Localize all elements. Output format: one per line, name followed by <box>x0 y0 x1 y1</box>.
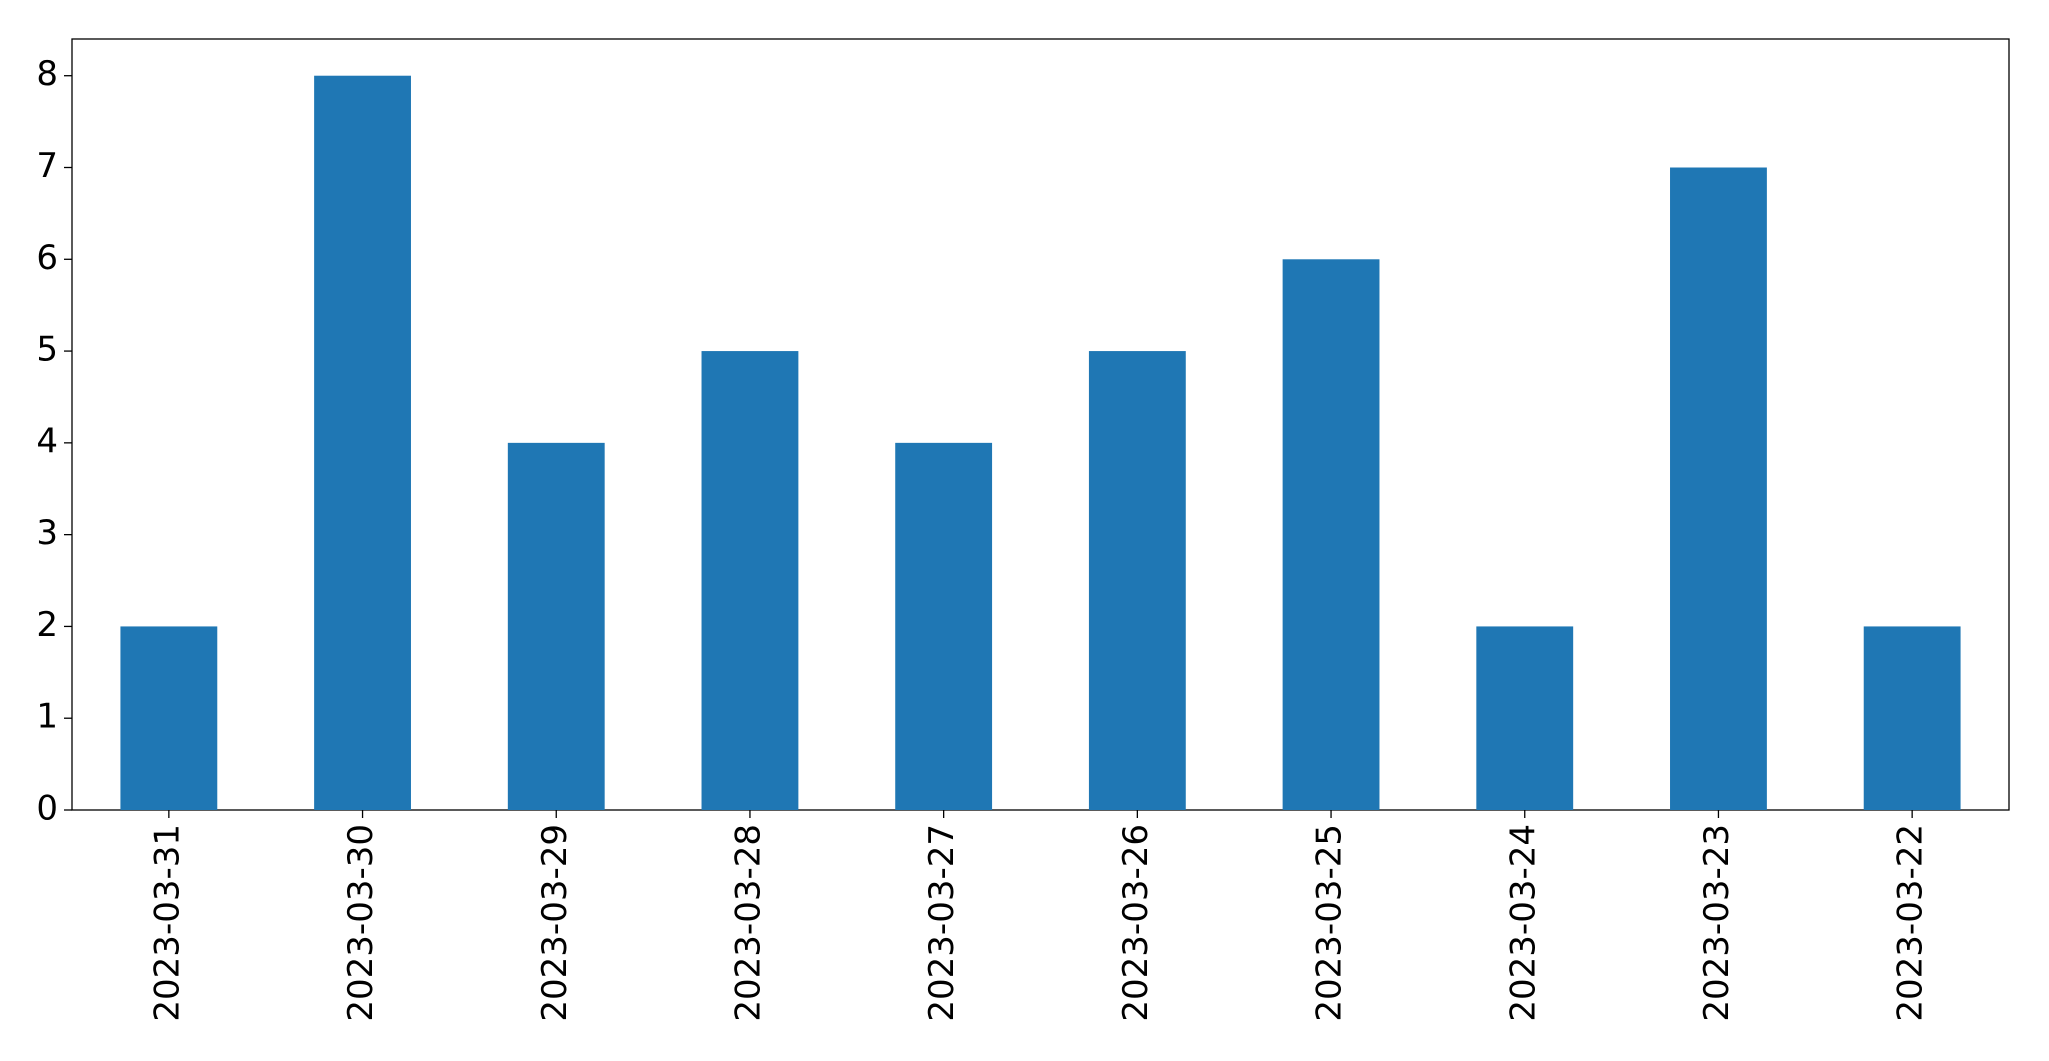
y-tick-label: 8 <box>36 54 58 94</box>
x-tick-label: 2023-03-29 <box>535 824 575 1022</box>
x-tick-label: 2023-03-26 <box>1116 824 1156 1022</box>
bar <box>1088 351 1186 810</box>
x-tick-label: 2023-03-31 <box>147 824 187 1022</box>
y-tick-label: 0 <box>36 789 58 829</box>
y-tick-label: 1 <box>36 697 58 737</box>
y-tick-label: 6 <box>36 238 58 278</box>
x-tick-label: 2023-03-30 <box>341 824 381 1022</box>
bar <box>314 75 411 810</box>
bar <box>701 351 799 810</box>
x-tick-label: 2023-03-28 <box>728 824 768 1022</box>
y-tick-label: 3 <box>36 513 58 553</box>
y-tick-label: 4 <box>36 421 58 461</box>
y-tick-label: 7 <box>36 146 58 186</box>
bar <box>1670 167 1767 810</box>
x-tick-label: 2023-03-25 <box>1310 824 1350 1022</box>
bar <box>1863 626 1961 810</box>
bar <box>120 626 218 810</box>
bar <box>1282 259 1380 810</box>
x-tick-label: 2023-03-24 <box>1503 824 1543 1022</box>
bar <box>507 442 605 810</box>
x-tick-label: 2023-03-22 <box>1891 824 1931 1022</box>
y-tick-label: 5 <box>36 330 58 370</box>
x-tick-label: 2023-03-23 <box>1697 824 1737 1022</box>
bar <box>895 442 993 810</box>
plot-frame <box>71 38 2010 811</box>
x-tick-label: 2023-03-27 <box>922 824 962 1022</box>
y-tick-label: 2 <box>36 605 58 645</box>
bar <box>1476 626 1574 810</box>
